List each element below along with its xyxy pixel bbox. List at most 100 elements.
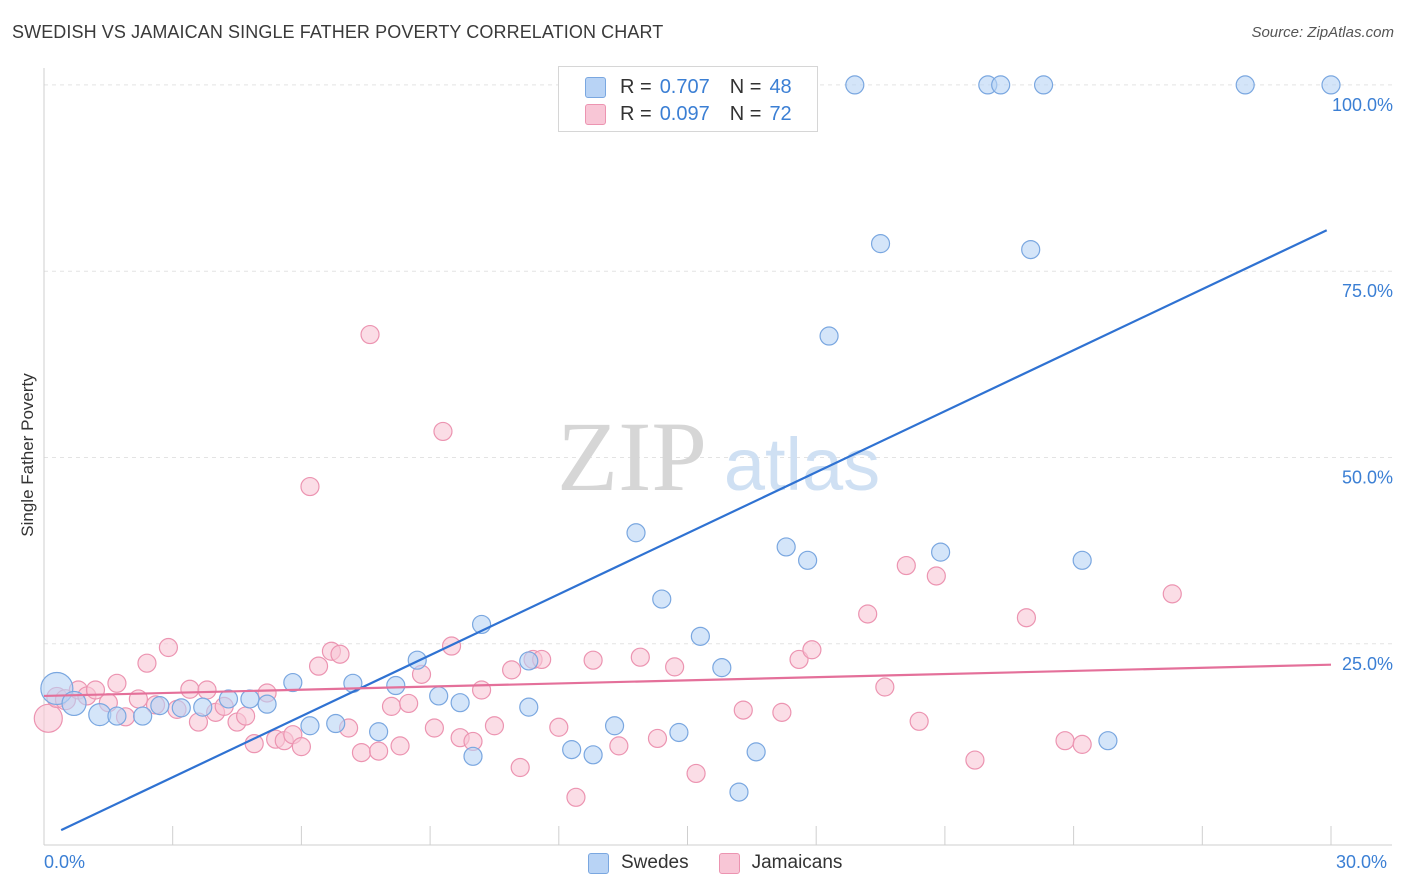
swedes-point [729, 782, 749, 802]
swedes-point [240, 689, 260, 709]
y-tick-label: 75.0% [1342, 281, 1393, 301]
legend-r-value: 0.707 [659, 75, 710, 98]
swedes-point [463, 746, 483, 766]
legend-r-key: R = [620, 75, 652, 98]
legend-item-jamaicans[interactable]: Jamaicans [718, 852, 843, 874]
legend-swatch-swedes [588, 852, 609, 874]
legend-swatch-jamaicans [585, 103, 606, 125]
x-tick-label-max: 30.0% [1336, 852, 1388, 872]
jamaicans-point [390, 736, 410, 756]
legend-n-key: N = [729, 102, 762, 125]
swedes-point [283, 672, 303, 693]
jamaicans-point [686, 763, 706, 784]
jamaicans-point [424, 718, 444, 738]
jamaicans-point [433, 421, 453, 442]
chart-title: SWEDISH VS JAMAICAN SINGLE FATHER POVERT… [12, 22, 664, 42]
swedes-point [776, 537, 796, 557]
legend-n-value: 72 [769, 102, 792, 125]
jamaicans-point [789, 649, 809, 670]
jamaicans-point [1072, 734, 1092, 754]
swedes-point [429, 686, 449, 706]
jamaicans-point [197, 680, 217, 700]
jamaicans-point [909, 711, 929, 731]
jamaicans-point [158, 637, 179, 658]
jamaicans-point [583, 650, 603, 670]
swedes-point [845, 75, 865, 95]
legend-label-jamaicans: Jamaicans [751, 852, 843, 873]
jamaicans-point [236, 706, 256, 726]
swedes-point [798, 550, 818, 570]
legend-row-swedes: R = 0.707 N = 48 [559, 72, 792, 102]
jamaicans-point [308, 656, 329, 676]
swedes-point [652, 589, 672, 609]
jamaicans-point [875, 677, 895, 697]
swedes-point [1033, 75, 1054, 95]
swedes-point [519, 651, 539, 671]
legend-r-value: 0.097 [659, 102, 710, 125]
jamaicans-point [291, 737, 311, 757]
swedes-point [386, 675, 406, 696]
swedes-point [61, 690, 87, 717]
watermark-zip: ZIP [557, 401, 707, 512]
swedes-point [991, 75, 1011, 95]
jamaicans-point [351, 742, 372, 763]
swedes-point [712, 658, 732, 678]
jamaicans-point [471, 680, 492, 700]
legend-n-value: 48 [769, 75, 792, 98]
swedes-point [746, 742, 766, 762]
swedes-point [369, 722, 389, 742]
x-tick-label-min: 0.0% [44, 852, 86, 872]
jamaicans-point [1016, 608, 1037, 628]
swedes-point [1321, 75, 1341, 95]
swedes-point [870, 234, 891, 254]
axes [43, 68, 1392, 846]
swedes-point [1098, 731, 1118, 751]
grid-lines [44, 84, 1392, 645]
jamaicans-point [926, 566, 946, 586]
swedes-point [1021, 239, 1041, 260]
jamaicans-point [502, 660, 522, 680]
legend-n-key: N = [729, 75, 762, 98]
jamaicans-point [609, 736, 629, 756]
jamaicans-point [244, 734, 264, 754]
swedes-point [583, 745, 603, 765]
jamaicans-point [1162, 584, 1182, 604]
y-tick-labels: 25.0% 50.0% 75.0% 100.0% [1332, 95, 1393, 674]
swedes-point [690, 626, 710, 646]
jamaicans-point [566, 787, 586, 807]
legend-swatch-swedes [585, 76, 606, 98]
swedes-points [40, 75, 1341, 802]
swedes-point [107, 706, 127, 726]
watermark-atlas: atlas [724, 423, 880, 506]
jamaicans-point [33, 703, 63, 733]
swedes-point [604, 716, 625, 736]
swedes-point [171, 698, 191, 718]
legend-r-key: R = [620, 102, 652, 125]
legend-label-swedes: Swedes [621, 852, 689, 873]
swedes-point [300, 716, 320, 736]
swedes-point [819, 326, 839, 346]
jamaicans-point [630, 647, 650, 667]
jamaicans-point [896, 555, 916, 576]
jamaicans-point [647, 728, 668, 749]
jamaicans-point [802, 640, 822, 660]
jamaicans-point [665, 657, 685, 677]
swedes-point [218, 689, 239, 709]
y-tick-label: 25.0% [1342, 654, 1393, 674]
jamaicans-point [549, 717, 569, 737]
swedes-point [519, 697, 539, 717]
jamaicans-point [484, 716, 505, 736]
jamaicans-point [772, 702, 792, 722]
legend-row-jamaicans: R = 0.097 N = 72 [559, 99, 792, 129]
legend-item-swedes[interactable]: Swedes [588, 852, 689, 874]
swedes-point [150, 696, 170, 716]
trend-lines [43, 229, 1332, 832]
jamaicans-point [360, 324, 380, 345]
swedes-point [193, 697, 213, 717]
swedes-point [326, 713, 346, 734]
jamaicans-point [137, 653, 157, 673]
jamaicans-point [330, 644, 350, 664]
y-tick-label: 50.0% [1342, 468, 1393, 488]
chart-source: Source: ZipAtlas.com [1251, 24, 1394, 41]
